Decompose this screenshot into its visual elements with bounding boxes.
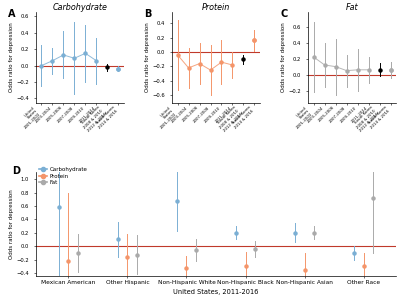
Text: D: D: [12, 166, 20, 176]
Text: B: B: [144, 9, 151, 19]
Legend: Carbohydrate, Protein, Fat: Carbohydrate, Protein, Fat: [39, 167, 88, 185]
Title: Fat: Fat: [346, 2, 358, 11]
Y-axis label: Odds ratio for depression: Odds ratio for depression: [145, 22, 150, 92]
X-axis label: United States, 2011-2016: United States, 2011-2016: [173, 289, 259, 295]
Y-axis label: Odds ratio for depression: Odds ratio for depression: [9, 189, 14, 259]
Text: C: C: [280, 9, 287, 19]
Y-axis label: Odds ratio for depression: Odds ratio for depression: [282, 22, 286, 92]
Text: A: A: [8, 9, 16, 19]
Title: Protein: Protein: [202, 2, 230, 11]
Y-axis label: Odds ratio for depression: Odds ratio for depression: [9, 22, 14, 92]
Title: Carbohydrate: Carbohydrate: [52, 2, 107, 11]
